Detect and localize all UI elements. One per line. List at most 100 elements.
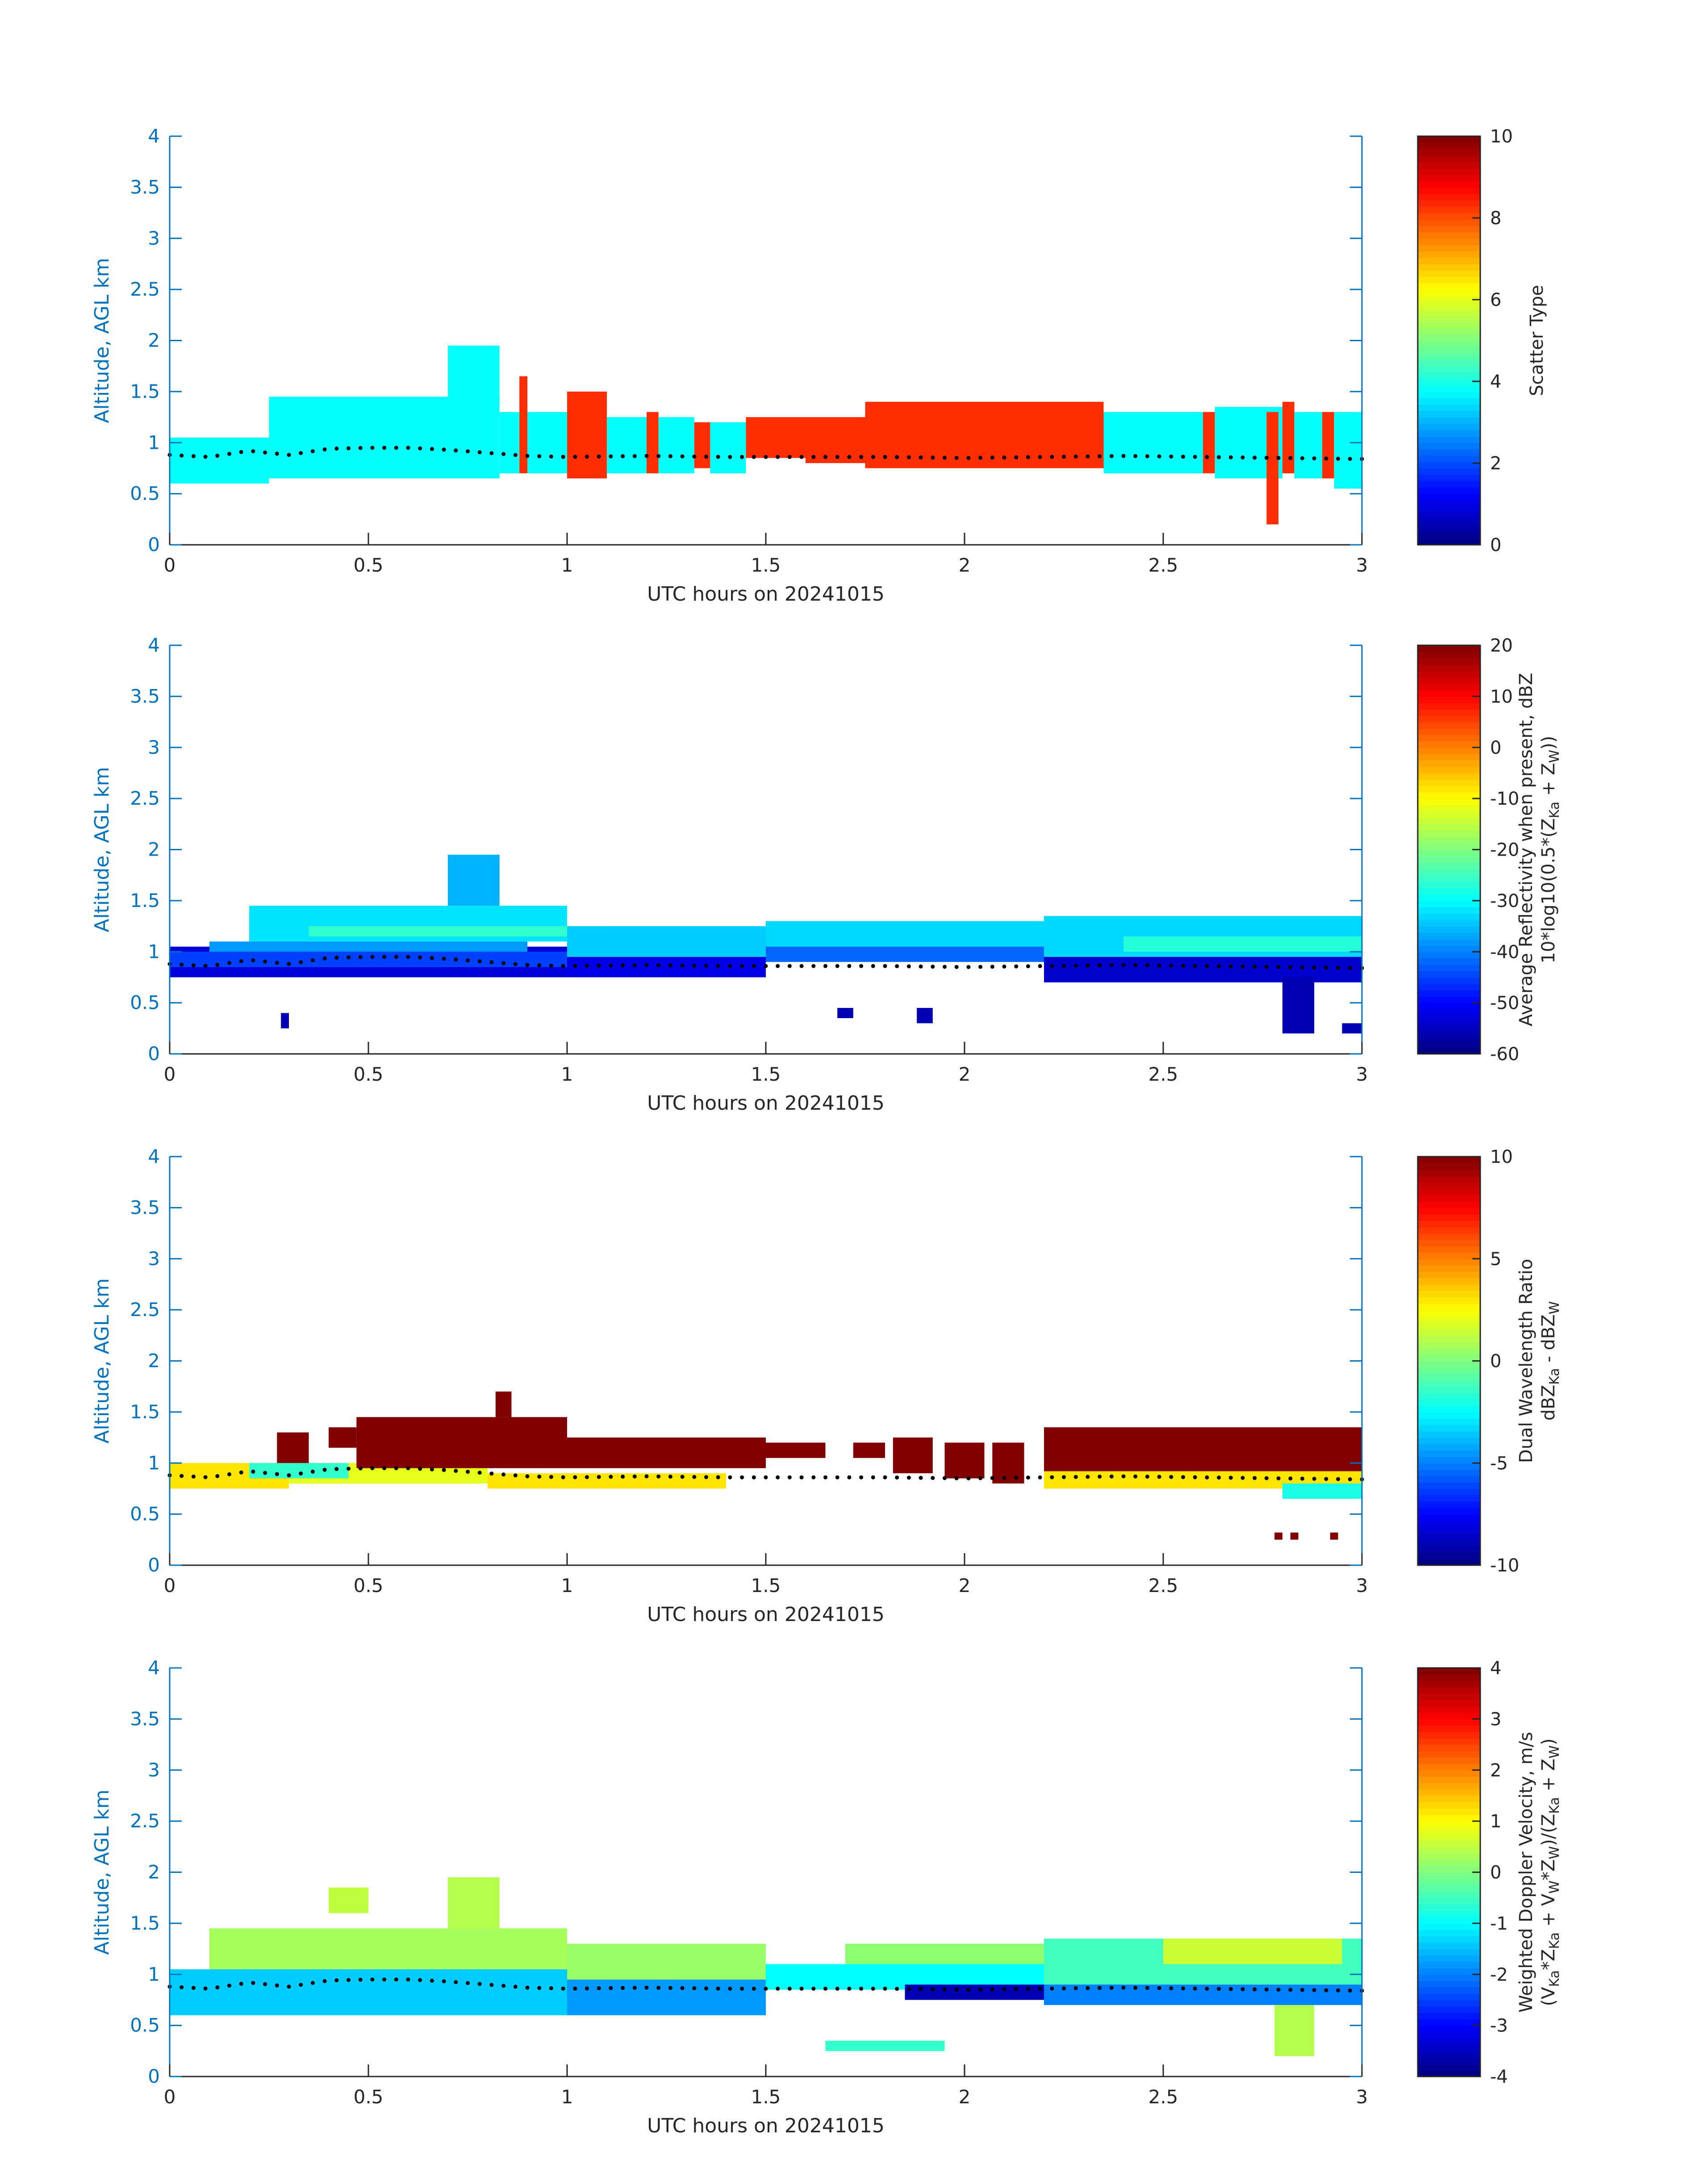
cloud-base-point — [906, 1987, 911, 1991]
data-region-7 — [845, 1943, 1044, 1964]
cloud-base-point — [513, 1985, 518, 1989]
colorbar-segment — [1418, 747, 1480, 754]
colorbar-segment — [1418, 417, 1480, 424]
cloud-base-point — [1014, 455, 1019, 460]
cloud-base-point — [1217, 964, 1221, 969]
colorbar-tick-label: -20 — [1490, 840, 1519, 861]
cloud-base-point — [680, 454, 685, 459]
colorbar-segment — [1418, 945, 1480, 953]
cloud-base-point — [597, 963, 601, 968]
colorbar-segment — [1418, 257, 1480, 264]
cloud-base-point — [692, 1475, 697, 1479]
colorbar-segment — [1418, 875, 1480, 882]
cloud-base-point — [716, 1986, 720, 1991]
cloud-base-point — [776, 1475, 780, 1479]
colorbar-tick-label: 2 — [1490, 453, 1501, 474]
data-region-7 — [495, 1391, 512, 1417]
colorbar-segment — [1418, 1195, 1480, 1202]
data-region-11 — [1044, 1985, 1362, 2005]
colorbar-segment — [1418, 187, 1480, 194]
colorbar-segment — [1418, 1706, 1480, 1713]
cloud-base-point — [477, 1982, 482, 1986]
cloud-base-point — [1133, 454, 1138, 458]
chart-panel-4: 0 0.5 1 1.5 2 2.5 3 3.5 4 0 0.5 1 1.5 2 2.5 3 UTC hours … — [91, 1657, 1562, 2137]
colorbar-tick-label: 10 — [1490, 686, 1513, 707]
data-region-14 — [1342, 1023, 1362, 1034]
colorbar-segment — [1418, 811, 1480, 818]
cloud-base-point — [1324, 1477, 1328, 1481]
cloud-base-point — [1073, 454, 1078, 459]
colorbar-tick-label: -50 — [1490, 993, 1519, 1014]
cloud-base-point — [1157, 963, 1161, 968]
cloud-base-point — [430, 956, 434, 960]
cloud-base-point — [561, 1986, 565, 1991]
cloud-base-line — [167, 955, 1364, 970]
colorbar-segment — [1418, 1763, 1480, 1771]
cloud-base-point — [644, 963, 649, 967]
colorbar-segment — [1418, 1367, 1480, 1374]
cloud-base-point — [1240, 1475, 1245, 1480]
x-tick-label: 1.5 — [751, 1063, 781, 1085]
cloud-base-point — [1228, 1987, 1233, 1991]
cloud-base-point — [454, 1980, 458, 1985]
colorbar-segment — [1418, 1968, 1480, 1975]
colorbar-segment — [1418, 181, 1480, 188]
cloud-base-point — [1312, 1476, 1316, 1481]
y-tick-label: 3 — [148, 1759, 160, 1781]
cloud-base-point — [906, 1475, 911, 1480]
cloud-base-point — [251, 1469, 255, 1474]
cloud-base-point — [430, 1978, 434, 1983]
colorbar-segment — [1418, 652, 1480, 659]
data-region-12 — [944, 1442, 985, 1479]
cloud-base-point — [859, 1986, 864, 1991]
cloud-base-point — [1276, 965, 1281, 969]
colorbar-segment — [1418, 709, 1480, 716]
y-tick-label: 1 — [148, 1963, 160, 1985]
data-region-3 — [499, 412, 520, 473]
cloud-base-point — [990, 455, 994, 460]
colorbar-tick-label: 3 — [1490, 1709, 1501, 1730]
cloud-base-point — [931, 1476, 935, 1480]
data-region-11 — [710, 422, 746, 473]
colorbar-segment — [1418, 283, 1480, 290]
colorbar-segment — [1418, 690, 1480, 697]
data-region-10 — [694, 422, 710, 468]
cloud-base-point — [1038, 1986, 1042, 1991]
cloud-base-point — [180, 1474, 184, 1478]
cloud-base-point — [931, 1987, 935, 1992]
data-region-15 — [837, 1008, 853, 1018]
colorbar-segment — [1418, 824, 1480, 831]
cloud-base-point — [954, 455, 959, 460]
cloud-base-point — [1014, 964, 1019, 969]
cloud-base-point — [644, 1985, 649, 1990]
colorbar-segment — [1418, 1751, 1480, 1758]
cloud-base-point — [1336, 1988, 1341, 1993]
colorbar-segment — [1418, 1930, 1480, 1937]
y-tick-label: 0.5 — [130, 992, 160, 1014]
colorbar-formula-group: 10*log10(0.5*(ZKa​ + ZW​)) — [1538, 736, 1562, 964]
colorbar-segment — [1418, 830, 1480, 837]
colorbar-segment — [1418, 449, 1480, 456]
cloud-base-point — [191, 1985, 196, 1990]
colorbar-segment — [1418, 792, 1480, 799]
x-tick-label: 0 — [164, 1575, 176, 1596]
cloud-base-point — [1276, 1476, 1281, 1480]
cloud-base-point — [871, 455, 875, 459]
colorbar-segment — [1418, 1329, 1480, 1336]
cloud-base-point — [656, 454, 661, 458]
cloud-base-point — [1050, 964, 1054, 968]
data-regions — [170, 1877, 1362, 2056]
plot-area — [170, 645, 1362, 1054]
cloud-base-point — [704, 1475, 708, 1479]
cloud-base-point — [895, 964, 899, 969]
colorbar-segment — [1418, 532, 1480, 539]
cloud-base-point — [728, 964, 732, 968]
cloud-base-point — [573, 455, 577, 459]
cloud-base-point — [1157, 454, 1161, 459]
colorbar-segment — [1418, 990, 1480, 997]
data-region-1 — [269, 397, 500, 479]
cloud-base-point — [215, 1985, 220, 1990]
cloud-base-point — [347, 1467, 351, 1471]
colorbar-segment — [1418, 2070, 1480, 2077]
colorbar-segment — [1418, 1310, 1480, 1317]
